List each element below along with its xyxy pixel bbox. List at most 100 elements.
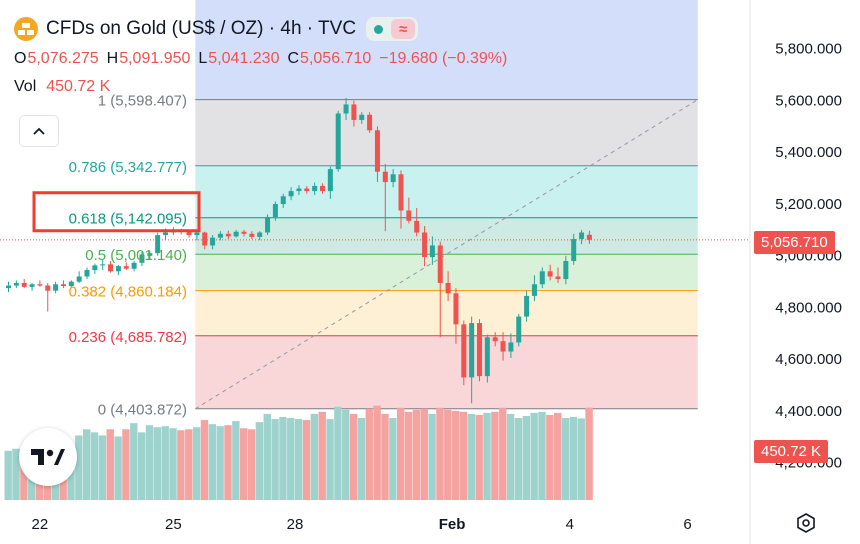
candle-body — [437, 245, 443, 283]
volume-bar — [192, 427, 201, 500]
volume-bar — [561, 418, 570, 500]
ohlc-value: 5,056.710 — [300, 50, 372, 67]
candle — [131, 260, 137, 272]
candle — [288, 187, 294, 201]
ohlc-values: O 5,076.275 H 5,091.950 L 5,041.230 C 5,056.710… — [14, 48, 515, 70]
candle — [547, 264, 553, 281]
candle-body — [217, 233, 223, 238]
volume-bar — [451, 410, 460, 500]
title-row: CFDs on Gold (US$ / OZ) · 4h · TVC ≈ — [14, 14, 515, 44]
candle-body — [508, 342, 514, 352]
candle-body — [563, 260, 569, 280]
chart-legend: CFDs on Gold (US$ / OZ) · 4h · TVC ≈ O 5,… — [14, 14, 515, 98]
candle-body — [92, 265, 98, 271]
price-tick-label: 5,800.000 — [775, 41, 842, 58]
volume-bar — [412, 409, 421, 500]
candle-body — [492, 337, 498, 342]
candle-body — [29, 284, 35, 287]
price-tick-label: 5,200.000 — [775, 196, 842, 213]
candle — [304, 185, 310, 194]
candle — [92, 263, 98, 274]
candle — [29, 282, 35, 291]
volume-bar — [585, 407, 593, 500]
volume-bar — [130, 423, 138, 500]
volume-bar — [444, 409, 452, 500]
time-axis: 22 25 28 Feb 4 6 — [32, 516, 692, 533]
volume-bar — [240, 428, 248, 500]
volume-bar — [4, 450, 12, 500]
candle-body — [100, 264, 106, 266]
candle-body — [186, 231, 192, 236]
volume-bar — [436, 407, 444, 500]
candle-body — [60, 284, 66, 287]
candle-body — [374, 130, 380, 172]
candle-body — [359, 114, 365, 120]
candle — [406, 197, 412, 224]
volume-bar — [326, 419, 334, 500]
volume-bar — [459, 411, 468, 500]
price-tick-label: 5,600.000 — [775, 92, 842, 109]
candle — [6, 281, 11, 293]
candle — [571, 233, 577, 265]
ohlc-value: −19.680 (−0.39%) — [379, 50, 508, 67]
volume-bar — [161, 426, 169, 500]
wave-indicator-icon[interactable]: ≈ — [391, 19, 416, 39]
candle — [351, 100, 357, 127]
ohlc-value: 5,041.230 — [208, 50, 280, 67]
candle-body — [288, 191, 294, 197]
candle-body — [163, 232, 168, 236]
gold-bars-icon[interactable] — [14, 17, 38, 41]
candle-body — [131, 262, 137, 269]
candle — [374, 126, 380, 183]
candle-body — [13, 282, 19, 286]
candle — [233, 229, 239, 238]
candle — [437, 241, 443, 338]
candle-body — [524, 295, 530, 317]
volume-bar — [318, 411, 326, 500]
candle-body — [257, 232, 263, 237]
candle — [123, 262, 129, 271]
time-tick-label: 28 — [287, 516, 304, 533]
volume-legend: Vol 450.72 K — [14, 76, 515, 98]
tradingview-logo-icon[interactable] — [19, 428, 77, 486]
candle-body — [367, 114, 373, 131]
candle — [13, 280, 19, 289]
candle-body — [469, 323, 475, 378]
time-tick-label: 4 — [566, 516, 574, 533]
volume-bar — [357, 418, 366, 500]
candle-body — [147, 253, 153, 256]
candle — [139, 251, 145, 267]
candle-body — [398, 174, 404, 211]
symbol-title[interactable]: CFDs on Gold (US$ / OZ) · 4h · TVC — [46, 18, 357, 39]
candle — [147, 250, 153, 260]
candle-body — [484, 337, 490, 377]
candle-body — [547, 271, 553, 277]
volume-bar — [530, 412, 538, 500]
candle — [343, 97, 349, 120]
candle — [555, 267, 561, 283]
volume-bar — [208, 424, 216, 500]
last-price-tag: 5,056.710 — [754, 231, 835, 254]
volume-bar — [397, 407, 405, 500]
candle — [296, 185, 302, 195]
candle-body — [280, 196, 286, 205]
settings-hexagon-icon[interactable] — [795, 512, 817, 534]
collapse-legend-button[interactable] — [19, 115, 59, 147]
status-pill[interactable]: ≈ — [366, 17, 419, 41]
volume-bar — [302, 420, 311, 500]
ohlc-label: O — [14, 50, 27, 67]
volume-bar — [232, 421, 240, 500]
candle — [265, 214, 271, 236]
volume-bar — [538, 411, 546, 500]
fib-label-0.382: 0.382 (4,860.184) — [69, 284, 187, 301]
volume-bar — [420, 408, 428, 500]
candle — [500, 332, 506, 361]
candle — [225, 230, 231, 239]
candle-body — [84, 270, 90, 277]
time-tick-label: Feb — [439, 516, 466, 533]
candle — [108, 260, 114, 273]
ohlc-label: H — [106, 50, 119, 67]
candle-body — [461, 324, 467, 378]
price-tick-label: 5,400.000 — [775, 144, 842, 161]
